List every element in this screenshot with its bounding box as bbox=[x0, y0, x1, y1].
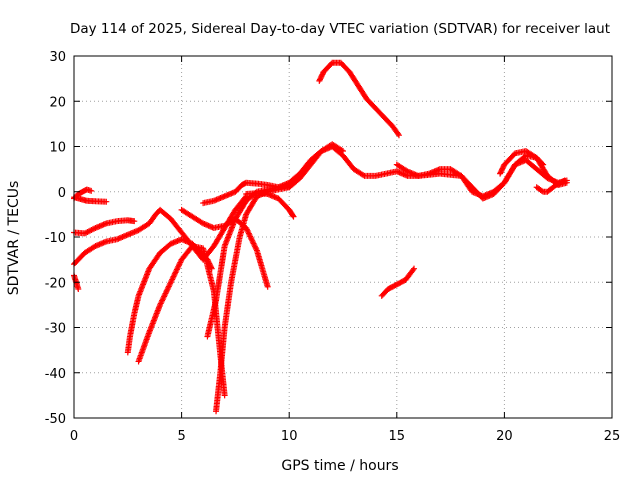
series-pass-l bbox=[243, 190, 297, 220]
y-tick-label: -10 bbox=[45, 231, 66, 246]
data-marker bbox=[83, 229, 90, 236]
data-marker bbox=[264, 283, 271, 290]
data-points bbox=[71, 59, 570, 415]
y-tick-label: 30 bbox=[49, 50, 66, 65]
data-marker bbox=[89, 226, 96, 233]
data-marker bbox=[91, 225, 98, 232]
data-marker bbox=[87, 227, 94, 234]
data-marker bbox=[410, 266, 417, 273]
data-marker bbox=[81, 230, 88, 237]
data-marker bbox=[538, 187, 545, 194]
y-tick-label: 10 bbox=[49, 141, 66, 156]
x-tick-label: 5 bbox=[177, 429, 185, 444]
x-axis-title: GPS time / hours bbox=[281, 458, 398, 474]
data-marker bbox=[560, 178, 567, 185]
data-marker bbox=[411, 265, 418, 272]
series-pass-m bbox=[316, 59, 402, 139]
data-marker bbox=[289, 212, 296, 219]
series-pass-n bbox=[378, 265, 418, 299]
data-marker bbox=[338, 147, 345, 154]
series-pass-o bbox=[393, 152, 547, 202]
series-pass-e bbox=[71, 217, 138, 237]
data-marker bbox=[131, 218, 138, 225]
y-axis-title: SDTVAR / TECUs bbox=[6, 181, 22, 296]
data-marker bbox=[88, 226, 95, 233]
data-marker bbox=[88, 187, 95, 194]
x-tick-label: 15 bbox=[389, 429, 406, 444]
series-pass-f bbox=[124, 236, 215, 356]
x-tick-label: 0 bbox=[70, 429, 78, 444]
y-tick-label: -50 bbox=[45, 412, 66, 427]
x-tick-label: 10 bbox=[281, 429, 298, 444]
data-marker bbox=[84, 229, 91, 236]
x-tick-label: 25 bbox=[604, 429, 621, 444]
data-marker bbox=[561, 177, 568, 184]
series-pass-k bbox=[200, 141, 346, 207]
data-marker bbox=[221, 392, 228, 399]
series-pass-b bbox=[71, 194, 110, 205]
y-tick-label: -20 bbox=[45, 276, 66, 291]
gridlines bbox=[74, 56, 612, 418]
chart-title: Day 114 of 2025, Sidereal Day-to-day VTE… bbox=[70, 21, 610, 37]
data-marker bbox=[395, 132, 402, 139]
x-tick-label: 20 bbox=[496, 429, 513, 444]
data-marker bbox=[290, 213, 297, 220]
data-marker bbox=[360, 172, 367, 179]
y-tick-label: 20 bbox=[49, 95, 66, 110]
series-pass-d bbox=[71, 193, 250, 268]
data-marker bbox=[85, 228, 92, 235]
axis-ticks: 0 5 10 15 20 25 -50 -40 -30 -20 -10 0 10 20 30 bbox=[45, 50, 621, 444]
y-tick-label: -30 bbox=[45, 322, 66, 337]
series-pass-q bbox=[533, 177, 568, 195]
data-marker bbox=[395, 130, 402, 137]
data-marker bbox=[103, 198, 110, 205]
data-marker bbox=[75, 286, 82, 293]
y-tick-label: 0 bbox=[58, 186, 66, 201]
y-tick-label: -40 bbox=[45, 367, 66, 382]
data-marker bbox=[340, 148, 346, 155]
